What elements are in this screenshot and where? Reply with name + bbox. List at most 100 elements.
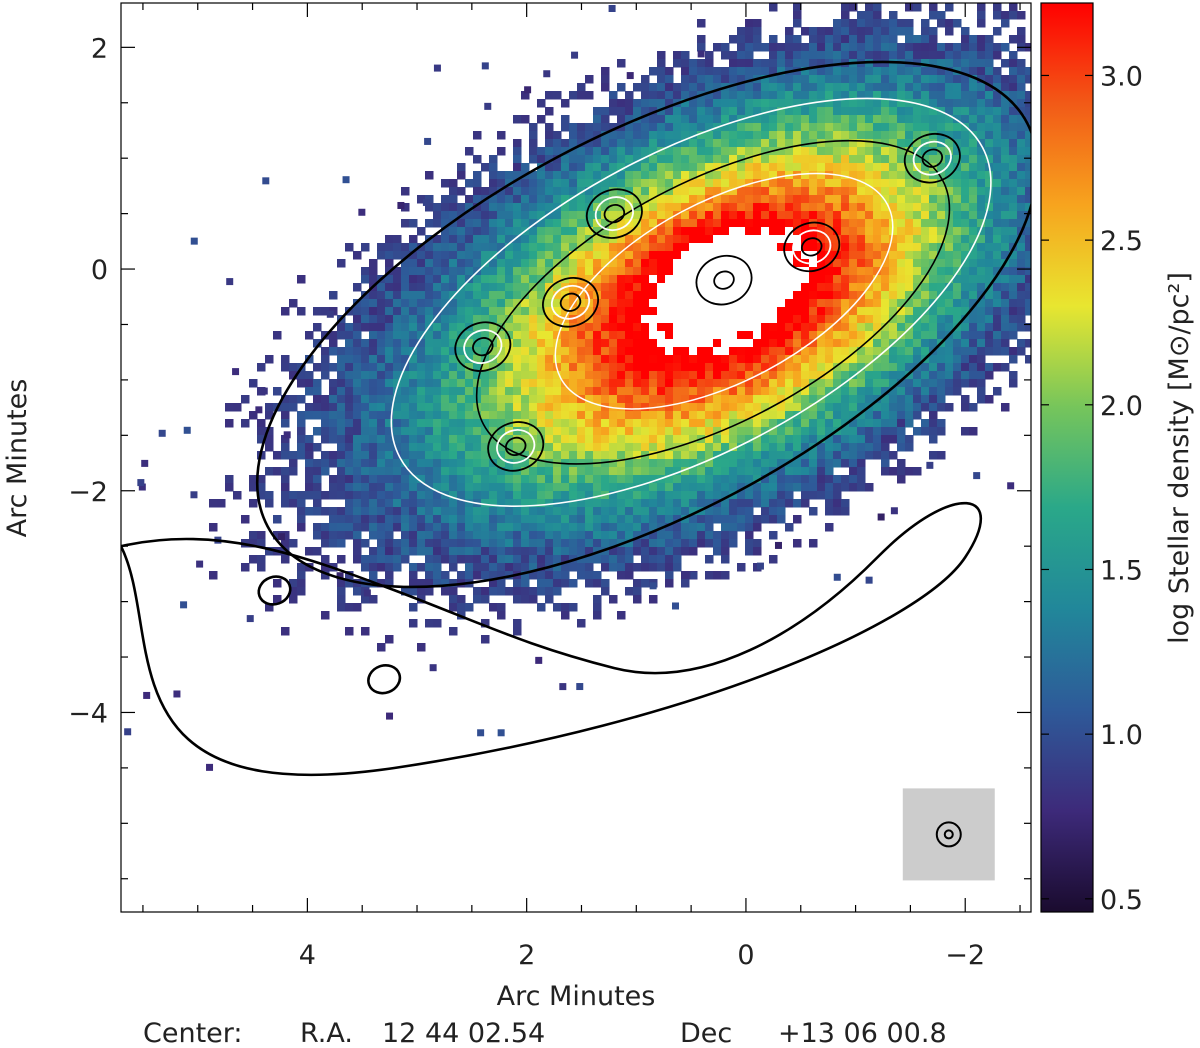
density-cell	[457, 251, 466, 260]
density-cell	[673, 211, 682, 220]
density-cell	[505, 243, 514, 252]
density-cell	[625, 131, 634, 140]
density-cell	[521, 179, 530, 188]
density-cell	[569, 499, 578, 508]
density-cell	[353, 387, 362, 396]
density-cell	[777, 155, 786, 164]
density-cell	[881, 283, 890, 292]
density-cell	[441, 275, 450, 284]
density-cell	[409, 531, 418, 540]
density-cell	[617, 491, 626, 500]
density-cell	[929, 339, 938, 348]
density-cell	[697, 203, 706, 212]
density-cell	[609, 163, 618, 172]
density-cell	[929, 11, 938, 20]
density-cell	[401, 515, 410, 524]
density-cell	[673, 123, 682, 132]
density-cell	[705, 339, 714, 348]
density-cell	[769, 59, 778, 68]
density-cell	[929, 411, 938, 420]
density-cell	[489, 555, 498, 564]
density-cell	[601, 227, 610, 236]
density-cell	[601, 395, 610, 404]
density-cell	[785, 283, 794, 292]
density-cell	[841, 51, 850, 60]
density-cell	[497, 211, 506, 220]
density-cell	[409, 283, 418, 292]
density-cell	[529, 171, 538, 180]
density-cell	[433, 315, 442, 324]
density-cell	[961, 163, 970, 172]
density-cell	[585, 291, 594, 300]
density-cell	[521, 475, 530, 484]
density-cell	[609, 539, 618, 548]
density-cell	[857, 107, 866, 116]
density-cell	[737, 435, 746, 444]
density-cell	[825, 267, 834, 276]
density-cell	[577, 499, 586, 508]
density-cell	[937, 59, 946, 68]
density-cell	[545, 275, 554, 284]
density-cell	[897, 19, 906, 28]
density-cell	[513, 531, 522, 540]
density-cell	[657, 451, 666, 460]
density-cell	[473, 259, 482, 268]
density-cell	[281, 403, 290, 412]
density-cell	[337, 435, 346, 444]
density-cell	[473, 539, 482, 548]
density-cell	[369, 331, 378, 340]
density-cell	[857, 459, 866, 468]
density-cell	[529, 427, 538, 436]
density-cell	[529, 331, 538, 340]
density-cell	[761, 355, 770, 364]
density-cell	[825, 459, 834, 468]
density-cell	[809, 123, 818, 132]
density-cell	[441, 227, 450, 236]
density-cell	[649, 219, 658, 228]
density-cell	[1017, 11, 1026, 20]
density-cell	[657, 107, 666, 116]
density-cell	[873, 3, 882, 12]
density-cell	[433, 547, 442, 556]
density-cell	[601, 203, 610, 212]
density-cell	[561, 203, 570, 212]
density-cell	[649, 499, 658, 508]
density-cell	[897, 411, 906, 420]
density-cell	[689, 539, 698, 548]
density-cell	[1001, 227, 1010, 236]
density-cell	[825, 147, 834, 156]
density-cell	[801, 235, 810, 244]
density-cell	[465, 555, 474, 564]
density-cell	[353, 499, 362, 508]
density-cell	[345, 443, 354, 452]
density-cell	[649, 491, 658, 500]
density-cell	[345, 467, 354, 476]
density-cell	[537, 523, 546, 532]
density-cell	[905, 99, 914, 108]
density-cell	[761, 251, 770, 260]
density-cell	[953, 147, 962, 156]
density-cell	[665, 483, 674, 492]
density-cell	[825, 483, 834, 492]
density-cell	[809, 315, 818, 324]
density-cell	[673, 387, 682, 396]
density-cell	[889, 139, 898, 148]
density-cell	[729, 435, 738, 444]
density-cell	[473, 587, 482, 596]
density-cell	[553, 283, 562, 292]
density-cell	[657, 547, 666, 556]
density-cell	[825, 227, 834, 236]
density-cell	[609, 315, 618, 324]
density-cell	[513, 235, 522, 244]
density-cell	[657, 435, 666, 444]
density-cell	[577, 563, 586, 572]
density-cell	[793, 195, 802, 204]
density-cell	[793, 59, 802, 68]
density-cell	[481, 315, 490, 324]
density-cell	[737, 51, 746, 60]
density-cell	[705, 171, 714, 180]
density-cell	[569, 171, 578, 180]
density-cell	[465, 483, 474, 492]
density-cell	[633, 307, 642, 316]
density-cell	[577, 131, 586, 140]
